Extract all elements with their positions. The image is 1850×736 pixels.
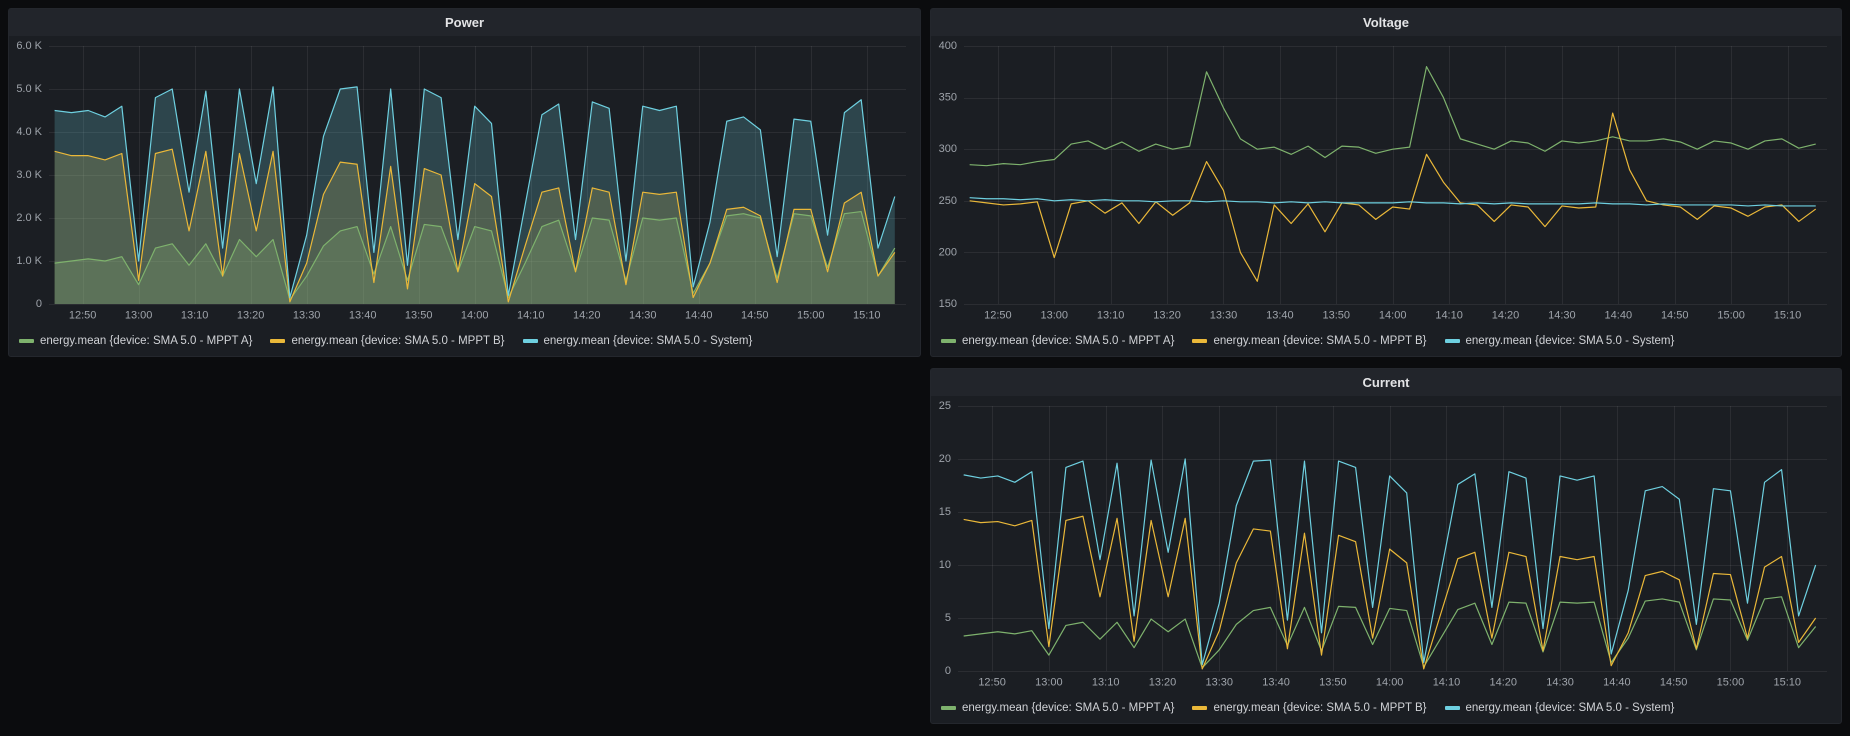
panel-voltage-header[interactable]: Voltage <box>931 9 1841 36</box>
series-color-swatch <box>941 339 956 343</box>
series-color-swatch <box>1444 706 1460 710</box>
series-color-swatch <box>270 339 286 343</box>
voltage-chart-canvas[interactable] <box>931 36 1841 326</box>
legend-label: energy.mean {device: SMA 5.0 - MPPT A} <box>40 335 253 347</box>
series-color-swatch <box>1192 339 1208 343</box>
voltage-legend: energy.mean {device: SMA 5.0 - MPPT A} e… <box>931 326 1841 356</box>
legend-item-mppt-a[interactable]: energy.mean {device: SMA 5.0 - MPPT A} <box>941 335 1174 347</box>
series-color-swatch <box>522 339 538 343</box>
series-color-swatch <box>941 706 956 710</box>
legend-item-mppt-b[interactable]: energy.mean {device: SMA 5.0 - MPPT B} <box>1192 702 1427 714</box>
current-chart-canvas[interactable] <box>931 396 1841 693</box>
series-color-swatch <box>19 339 34 343</box>
power-chart-canvas[interactable] <box>9 36 920 326</box>
panel-current: Current energy.mean {device: SMA 5.0 - M… <box>930 368 1842 724</box>
panel-voltage-body <box>931 36 1841 326</box>
panel-voltage: Voltage energy.mean {device: SMA 5.0 - M… <box>930 8 1842 357</box>
legend-label: energy.mean {device: SMA 5.0 - System} <box>543 335 753 347</box>
legend-label: energy.mean {device: SMA 5.0 - MPPT A} <box>962 702 1175 714</box>
panel-current-body <box>931 396 1841 693</box>
panel-current-header[interactable]: Current <box>931 369 1841 396</box>
legend-label: energy.mean {device: SMA 5.0 - MPPT A} <box>962 335 1175 347</box>
legend-item-mppt-b[interactable]: energy.mean {device: SMA 5.0 - MPPT B} <box>1192 335 1427 347</box>
panel-power-header[interactable]: Power <box>9 9 920 36</box>
panel-power-body <box>9 36 920 326</box>
power-legend: energy.mean {device: SMA 5.0 - MPPT A} e… <box>9 326 920 356</box>
legend-item-mppt-b[interactable]: energy.mean {device: SMA 5.0 - MPPT B} <box>270 335 505 347</box>
current-legend: energy.mean {device: SMA 5.0 - MPPT A} e… <box>931 693 1841 723</box>
panel-voltage-title[interactable]: Voltage <box>1363 15 1409 30</box>
panel-power-title[interactable]: Power <box>444 15 484 30</box>
legend-label: energy.mean {device: SMA 5.0 - MPPT B} <box>1213 702 1427 714</box>
legend-label: energy.mean {device: SMA 5.0 - System} <box>1465 702 1675 714</box>
series-color-swatch <box>1192 706 1208 710</box>
legend-item-mppt-a[interactable]: energy.mean {device: SMA 5.0 - MPPT A} <box>941 702 1174 714</box>
panel-power: Power energy.mean {device: SMA 5.0 - MPP… <box>8 8 921 357</box>
legend-item-system[interactable]: energy.mean {device: SMA 5.0 - System} <box>522 335 753 347</box>
legend-item-system[interactable]: energy.mean {device: SMA 5.0 - System} <box>1444 702 1675 714</box>
legend-label: energy.mean {device: SMA 5.0 - MPPT B} <box>291 335 505 347</box>
series-color-swatch <box>1444 339 1460 343</box>
legend-label: energy.mean {device: SMA 5.0 - System} <box>1465 335 1675 347</box>
legend-item-system[interactable]: energy.mean {device: SMA 5.0 - System} <box>1444 335 1675 347</box>
legend-label: energy.mean {device: SMA 5.0 - MPPT B} <box>1213 335 1427 347</box>
legend-item-mppt-a[interactable]: energy.mean {device: SMA 5.0 - MPPT A} <box>19 335 252 347</box>
panel-current-title[interactable]: Current <box>1362 375 1410 390</box>
